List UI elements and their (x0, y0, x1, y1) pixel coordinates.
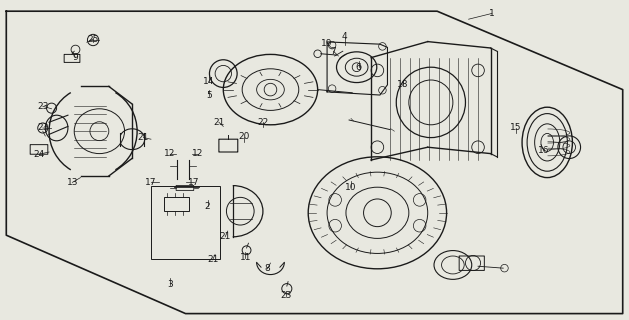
Text: 12: 12 (164, 149, 175, 158)
Bar (164, 197, 189, 211)
Text: 19: 19 (321, 39, 333, 48)
Text: 20: 20 (238, 132, 250, 141)
Text: 21: 21 (220, 232, 231, 241)
Text: 5: 5 (206, 92, 213, 100)
Text: 23: 23 (37, 102, 48, 111)
Text: 7: 7 (330, 47, 337, 56)
Text: 24: 24 (33, 150, 45, 159)
Text: 13: 13 (67, 178, 78, 187)
Text: 23: 23 (281, 292, 292, 300)
Text: 17: 17 (145, 178, 157, 187)
Text: 3: 3 (167, 280, 173, 289)
Text: 4: 4 (342, 32, 347, 41)
Text: 21: 21 (207, 255, 218, 264)
Text: 10: 10 (345, 183, 357, 192)
Text: 18: 18 (397, 80, 408, 89)
Text: 9: 9 (72, 53, 79, 62)
Text: 17: 17 (188, 178, 199, 187)
Text: 15: 15 (510, 124, 521, 132)
Text: 21: 21 (138, 133, 149, 142)
Text: 21: 21 (213, 118, 225, 127)
Text: 25: 25 (87, 35, 99, 44)
Text: 2: 2 (205, 202, 210, 211)
Bar (151, 186, 220, 259)
Text: 11: 11 (240, 253, 251, 262)
Text: 1: 1 (489, 9, 495, 18)
Text: 14: 14 (203, 77, 214, 86)
Text: 12: 12 (192, 149, 204, 158)
Text: 6: 6 (355, 63, 362, 72)
Text: 23: 23 (37, 124, 48, 132)
Text: 8: 8 (264, 264, 270, 273)
Text: 22: 22 (257, 118, 269, 127)
Text: 16: 16 (538, 146, 550, 155)
